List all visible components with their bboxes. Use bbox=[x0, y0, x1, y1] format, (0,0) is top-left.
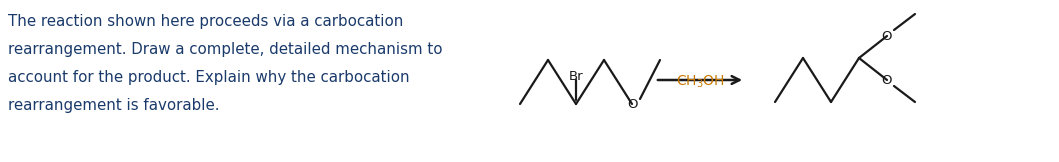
Text: O: O bbox=[882, 74, 893, 87]
Text: O: O bbox=[882, 29, 893, 42]
Text: Br: Br bbox=[569, 70, 584, 83]
Text: rearrangement is favorable.: rearrangement is favorable. bbox=[8, 98, 219, 113]
Text: account for the product. Explain why the carbocation: account for the product. Explain why the… bbox=[8, 70, 410, 85]
Text: O: O bbox=[627, 98, 638, 110]
Text: rearrangement. Draw a complete, detailed mechanism to: rearrangement. Draw a complete, detailed… bbox=[8, 42, 443, 57]
Text: The reaction shown here proceeds via a carbocation: The reaction shown here proceeds via a c… bbox=[8, 14, 403, 29]
Text: CH$_3$OH: CH$_3$OH bbox=[676, 74, 724, 90]
